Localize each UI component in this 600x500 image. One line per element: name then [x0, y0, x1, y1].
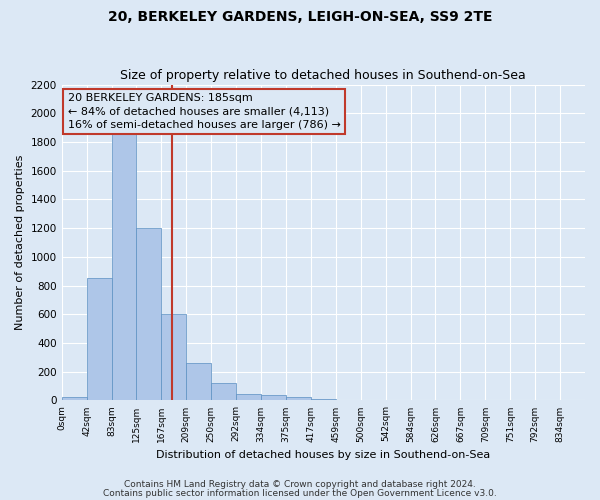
Text: Contains public sector information licensed under the Open Government Licence v3: Contains public sector information licen… [103, 488, 497, 498]
Text: Contains HM Land Registry data © Crown copyright and database right 2024.: Contains HM Land Registry data © Crown c… [124, 480, 476, 489]
Bar [112, 128, 136, 400]
Bar [186, 363, 211, 401]
Text: 20, BERKELEY GARDENS, LEIGH-ON-SEA, SS9 2TE: 20, BERKELEY GARDENS, LEIGH-ON-SEA, SS9 … [108, 10, 492, 24]
X-axis label: Distribution of detached houses by size in Southend-on-Sea: Distribution of detached houses by size … [156, 450, 490, 460]
Bar [311, 399, 336, 400]
Bar [136, 228, 161, 400]
Text: 20 BERKELEY GARDENS: 185sqm
← 84% of detached houses are smaller (4,113)
16% of : 20 BERKELEY GARDENS: 185sqm ← 84% of det… [68, 93, 341, 130]
Y-axis label: Number of detached properties: Number of detached properties [15, 155, 25, 330]
Bar [261, 394, 286, 400]
Bar [211, 383, 236, 400]
Bar [236, 394, 261, 400]
Bar [161, 314, 186, 400]
Title: Size of property relative to detached houses in Southend-on-Sea: Size of property relative to detached ho… [121, 69, 526, 82]
Bar [86, 278, 112, 400]
Bar [62, 397, 86, 400]
Bar [286, 397, 311, 400]
